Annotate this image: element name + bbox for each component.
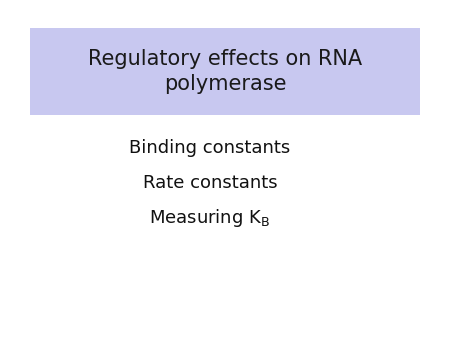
- FancyBboxPatch shape: [30, 28, 420, 115]
- Text: Regulatory effects on RNA
polymerase: Regulatory effects on RNA polymerase: [88, 49, 362, 94]
- Text: Measuring K$_\mathrm{B}$: Measuring K$_\mathrm{B}$: [149, 207, 270, 229]
- Text: Binding constants: Binding constants: [130, 139, 291, 157]
- Text: Rate constants: Rate constants: [143, 174, 277, 192]
